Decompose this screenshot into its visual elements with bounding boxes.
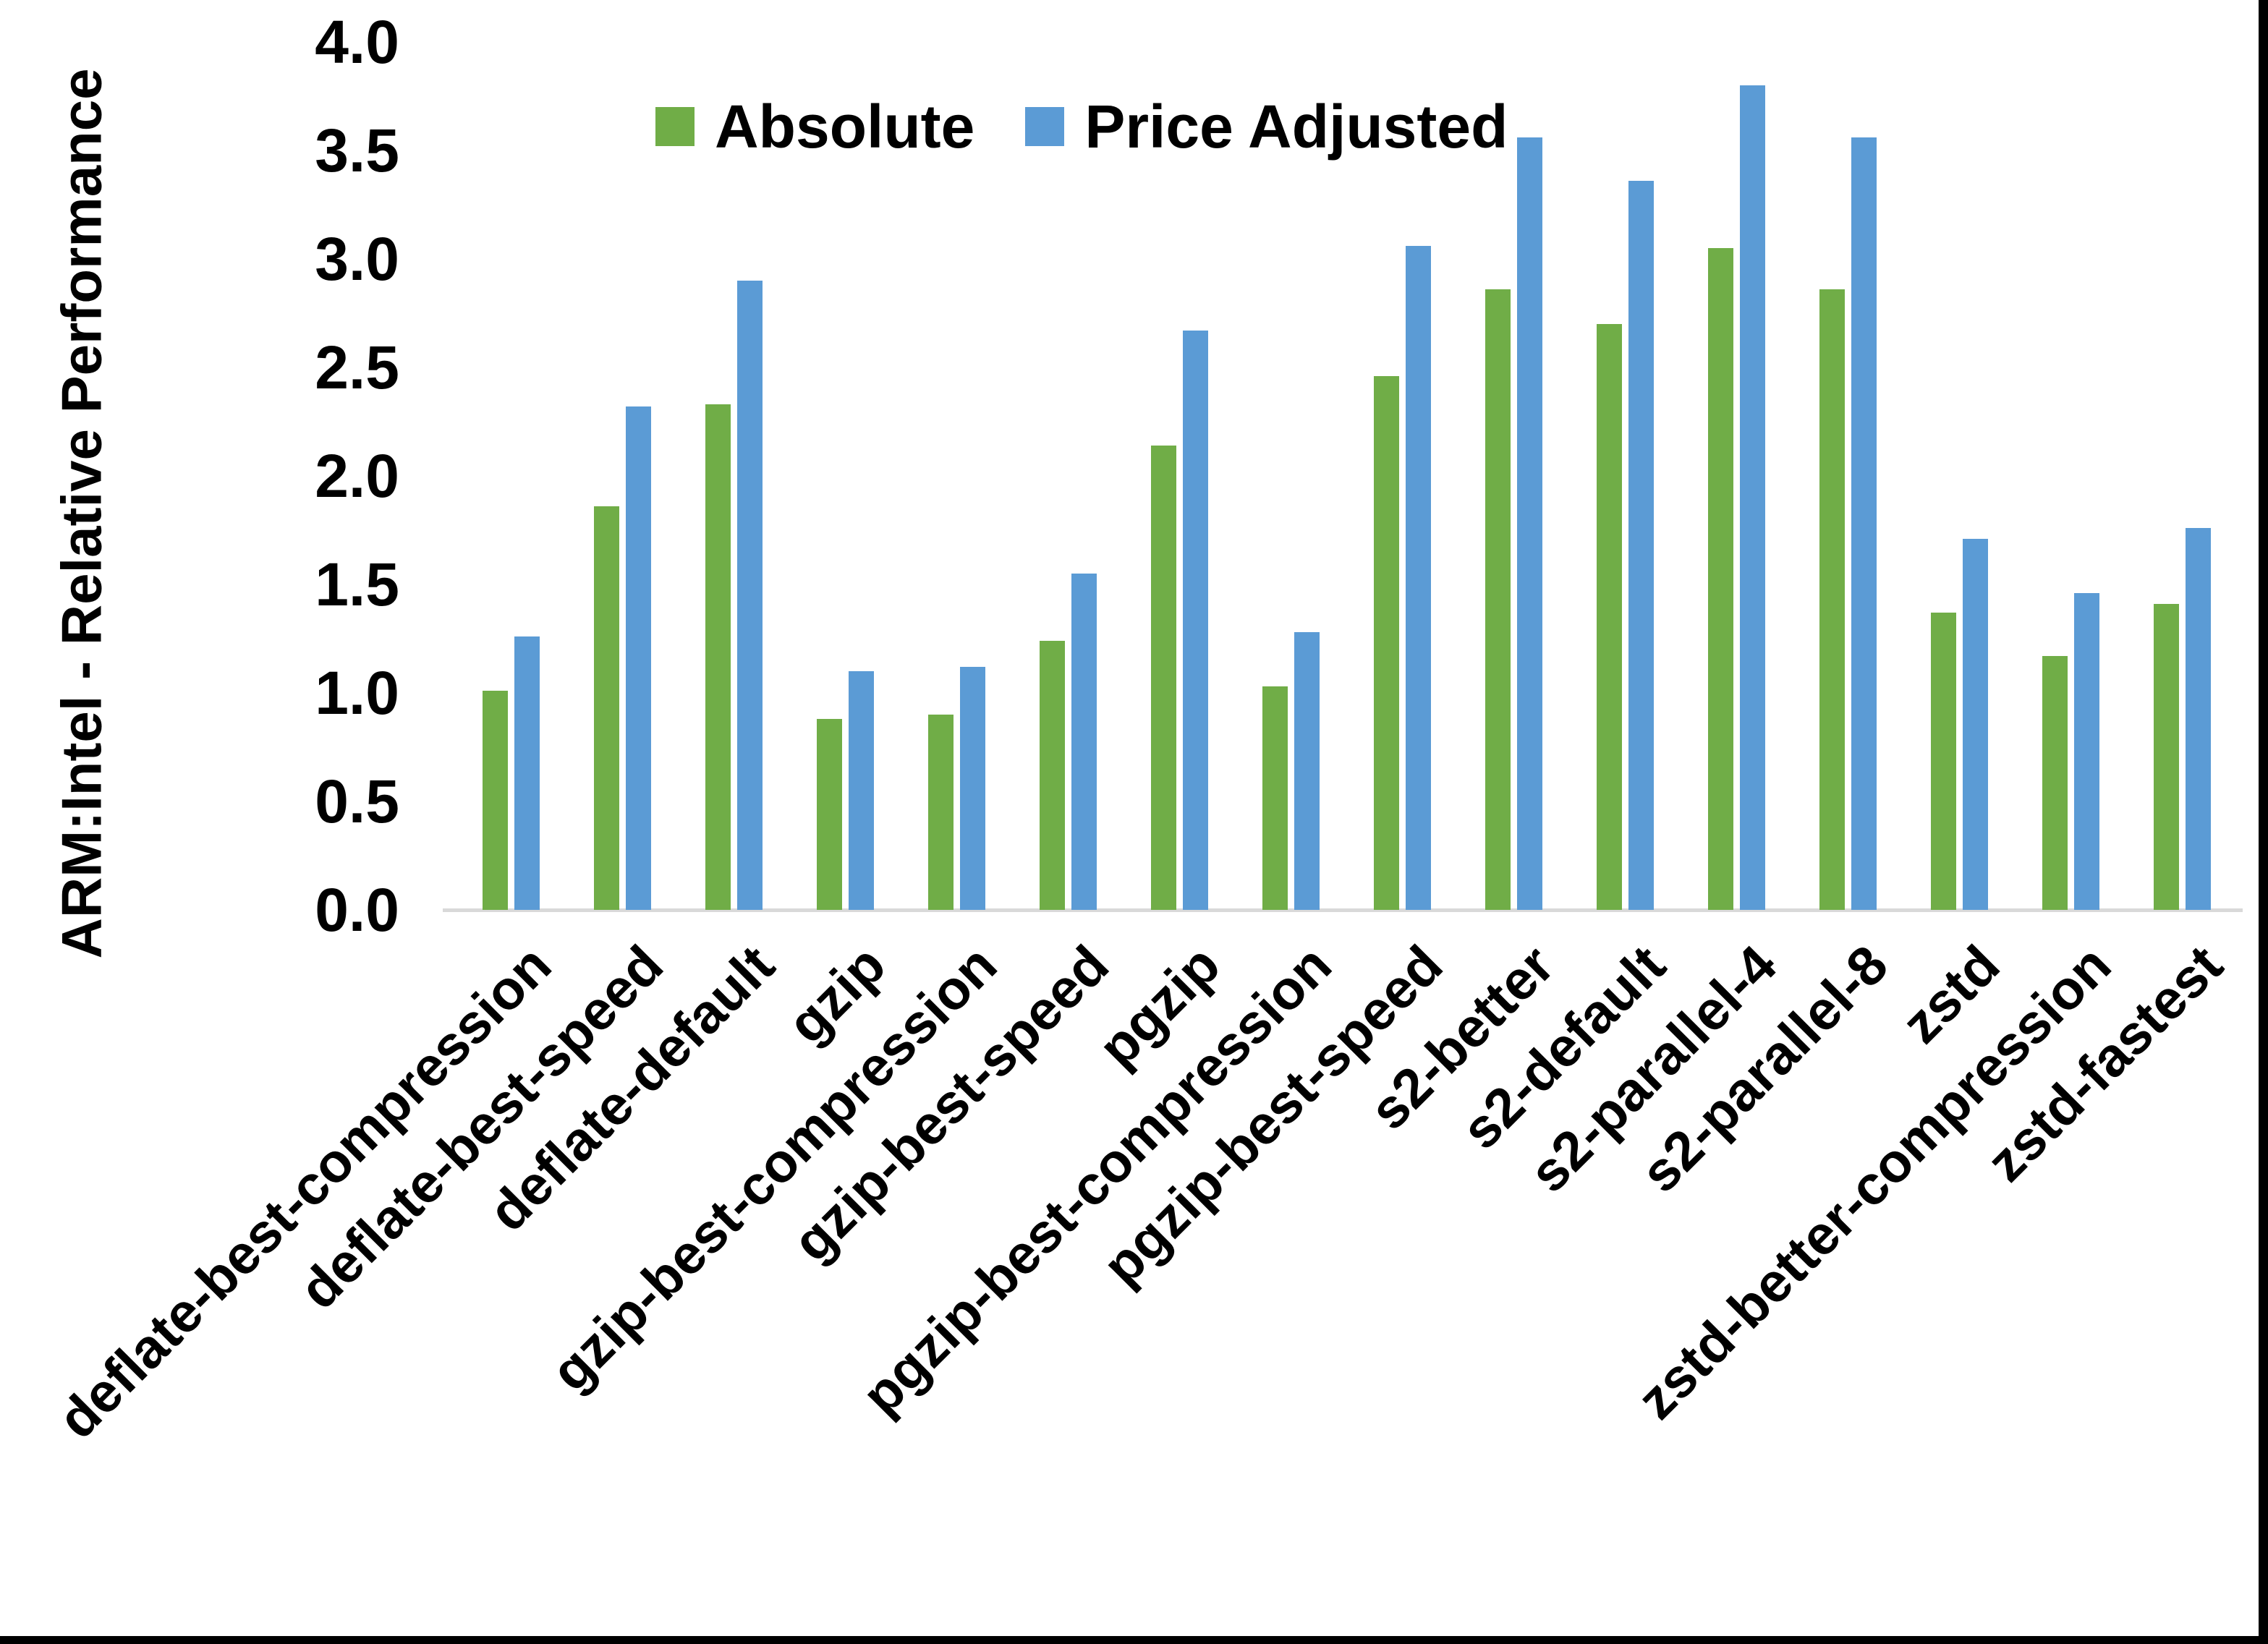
bar-absolute-pgzip-best-speed — [1374, 376, 1399, 910]
legend-swatch-price-adjusted — [1025, 107, 1065, 146]
bar-absolute-gzip-best-speed — [1040, 641, 1065, 910]
bar-absolute-pgzip — [1151, 446, 1176, 910]
bar-price-adjusted-pgzip-best-compression — [1294, 632, 1320, 910]
bar-price-adjusted-s2-parallel-4 — [1740, 85, 1765, 910]
y-tick-label-1.5: 1.5 — [315, 550, 399, 618]
bar-absolute-s2-better — [1485, 289, 1511, 910]
y-tick-label-3.5: 3.5 — [315, 116, 399, 184]
bar-price-adjusted-pgzip — [1183, 331, 1208, 910]
bar-price-adjusted-gzip-best-compression — [960, 667, 985, 910]
bar-absolute-gzip — [817, 719, 842, 910]
bar-absolute-s2-default — [1597, 324, 1622, 910]
legend-item-price-adjusted: Price Adjusted — [1025, 96, 1508, 157]
bar-absolute-gzip-best-compression — [928, 715, 954, 910]
bar-price-adjusted-zstd-better-compression — [2074, 593, 2099, 910]
legend: Absolute Price Adjusted — [655, 96, 1508, 157]
y-tick-label-1.0: 1.0 — [315, 659, 399, 727]
bar-absolute-zstd — [1931, 613, 1956, 910]
y-tick-label-4.0: 4.0 — [315, 8, 399, 76]
bar-absolute-deflate-best-speed — [594, 506, 619, 910]
y-axis-title: ARM:Intel - Relative Performance — [49, 68, 114, 959]
bar-price-adjusted-deflate-best-speed — [626, 406, 651, 910]
bar-price-adjusted-zstd — [1963, 539, 1988, 910]
legend-item-absolute: Absolute — [655, 96, 974, 157]
bar-absolute-zstd-better-compression — [2042, 656, 2068, 910]
y-tick-label-0.0: 0.0 — [315, 876, 399, 944]
bar-price-adjusted-s2-parallel-8 — [1851, 137, 1877, 910]
y-tick-label-2.5: 2.5 — [315, 333, 399, 401]
bar-price-adjusted-s2-default — [1628, 181, 1654, 910]
legend-swatch-absolute — [655, 107, 695, 146]
x-axis-line — [443, 908, 2243, 912]
bar-absolute-s2-parallel-4 — [1708, 248, 1733, 910]
bar-price-adjusted-deflate-default — [737, 281, 763, 910]
bar-price-adjusted-deflate-best-compression — [514, 636, 540, 910]
y-tick-label-3.0: 3.0 — [315, 225, 399, 293]
bar-price-adjusted-s2-better — [1517, 137, 1542, 910]
bar-price-adjusted-gzip-best-speed — [1071, 574, 1097, 910]
y-tick-label-2.0: 2.0 — [315, 442, 399, 510]
y-tick-label-0.5: 0.5 — [315, 767, 399, 835]
bar-absolute-deflate-best-compression — [483, 691, 508, 910]
bar-absolute-zstd-fastest — [2154, 604, 2179, 910]
legend-label-price-adjusted: Price Adjusted — [1084, 93, 1508, 161]
bar-absolute-pgzip-best-compression — [1262, 686, 1288, 910]
bar-price-adjusted-zstd-fastest — [2186, 528, 2211, 910]
bar-absolute-deflate-default — [705, 404, 731, 910]
bar-price-adjusted-gzip — [849, 671, 874, 910]
bar-price-adjusted-pgzip-best-speed — [1406, 246, 1431, 910]
legend-label-absolute: Absolute — [715, 93, 975, 161]
bar-absolute-s2-parallel-8 — [1819, 289, 1845, 910]
